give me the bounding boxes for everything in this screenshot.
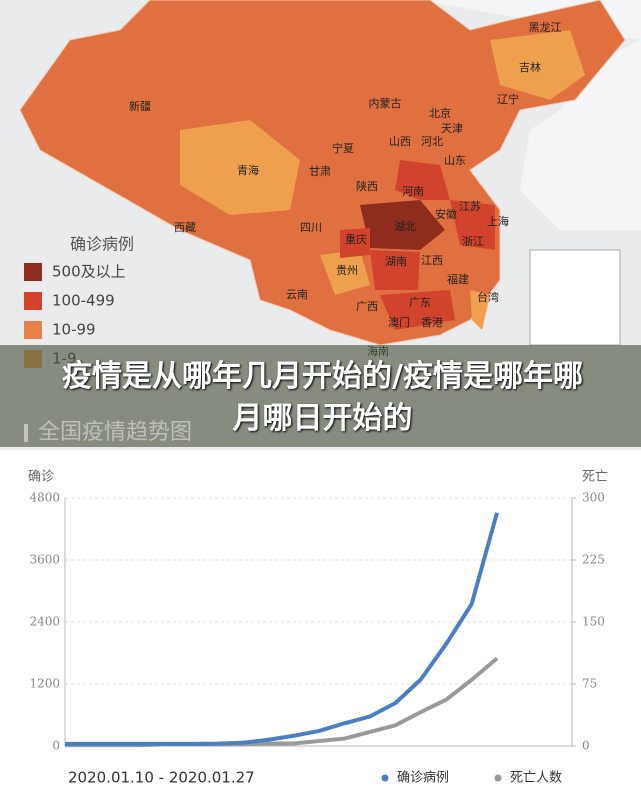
y-tick-label: 1200 bbox=[29, 677, 60, 691]
province-label: 澳门 bbox=[388, 315, 410, 329]
province-label: 黑龙江 bbox=[529, 21, 562, 34]
chart-title: 全国疫情趋势图 bbox=[38, 420, 192, 445]
y2-tick-label: 150 bbox=[582, 615, 605, 629]
legend-label: 100-499 bbox=[52, 292, 115, 310]
legend-swatch bbox=[24, 263, 42, 281]
y-tick-label: 0 bbox=[52, 739, 60, 753]
province-taiwan bbox=[470, 290, 490, 330]
province-label: 云南 bbox=[286, 288, 308, 301]
province-label: 内蒙古 bbox=[369, 96, 402, 110]
title-banner bbox=[0, 345, 641, 447]
province-label: 江苏 bbox=[459, 200, 481, 213]
province-dark bbox=[340, 160, 495, 330]
province-label: 河北 bbox=[421, 135, 443, 148]
province-label: 山西 bbox=[389, 135, 411, 148]
south-sea-inset bbox=[529, 249, 621, 346]
province-label: 贵州 bbox=[336, 264, 358, 277]
legend-marker bbox=[381, 774, 389, 782]
y2-tick-label: 225 bbox=[582, 553, 605, 567]
y-axis-title: 确诊 bbox=[28, 470, 54, 485]
y2-axis-title: 死亡 bbox=[582, 470, 608, 485]
neighbor bbox=[420, 0, 641, 230]
province-label: 重庆 bbox=[345, 232, 367, 246]
legend-marker bbox=[494, 774, 502, 782]
province-label: 四川 bbox=[300, 221, 322, 234]
x-axis-title: 2020.01.10 - 2020.01.27 bbox=[68, 769, 255, 787]
province-hubei bbox=[360, 200, 445, 250]
legend: 确诊病例 死亡人数 bbox=[381, 771, 562, 786]
legend-label: 死亡人数 bbox=[510, 771, 562, 786]
province-label: 湖南 bbox=[385, 255, 407, 268]
y-tick-label: 3600 bbox=[29, 553, 60, 567]
legend-title: 确诊病例 bbox=[70, 235, 134, 254]
province-label: 浙江 bbox=[462, 235, 484, 248]
y2-tick-label: 300 bbox=[582, 491, 605, 505]
legend-label: 500及以上 bbox=[52, 263, 126, 281]
province-label: 青海 bbox=[237, 163, 259, 177]
province-label: 甘肃 bbox=[309, 165, 331, 178]
province-guizhou bbox=[320, 250, 370, 295]
province-label: 台湾 bbox=[477, 290, 499, 304]
province-label: 湖北 bbox=[394, 220, 416, 233]
province-label: 北京 bbox=[429, 106, 451, 120]
province-label: 山东 bbox=[444, 154, 466, 167]
province-label: 西藏 bbox=[174, 221, 196, 234]
china-outline bbox=[19, 0, 626, 346]
province-label: 广西 bbox=[356, 300, 378, 313]
province-label: 江西 bbox=[421, 254, 443, 267]
province-qinghai bbox=[180, 120, 300, 215]
province-label: 宁夏 bbox=[332, 141, 354, 155]
province-label: 吉林 bbox=[519, 60, 541, 74]
province-label: 香港 bbox=[421, 316, 443, 329]
province-label: 安徽 bbox=[435, 207, 457, 221]
legend-swatch bbox=[24, 321, 42, 339]
series-line bbox=[65, 512, 499, 746]
province-label: 新疆 bbox=[129, 99, 151, 113]
province-label: 陕西 bbox=[356, 179, 378, 193]
headline: 疫情是从哪年几月开始的/疫情是哪年哪月哪日开始的 bbox=[62, 359, 583, 436]
legend-label: 10-99 bbox=[52, 321, 96, 339]
title-bar bbox=[24, 424, 28, 442]
province-jilin bbox=[490, 30, 585, 100]
province-label: 河南 bbox=[402, 185, 424, 198]
y2-tick-label: 75 bbox=[582, 677, 597, 691]
province-label: 上海 bbox=[487, 214, 509, 228]
province-label: 福建 bbox=[447, 272, 469, 286]
province-label: 广东 bbox=[409, 296, 431, 309]
y-tick-label: 2400 bbox=[29, 615, 60, 629]
y-tick-label: 4800 bbox=[29, 491, 60, 505]
y2-tick-label: 0 bbox=[582, 739, 590, 753]
province-label: 天津 bbox=[441, 122, 463, 135]
legend-label: 确诊病例 bbox=[397, 771, 449, 786]
province-label: 辽宁 bbox=[497, 92, 519, 106]
legend-swatch bbox=[24, 292, 42, 310]
